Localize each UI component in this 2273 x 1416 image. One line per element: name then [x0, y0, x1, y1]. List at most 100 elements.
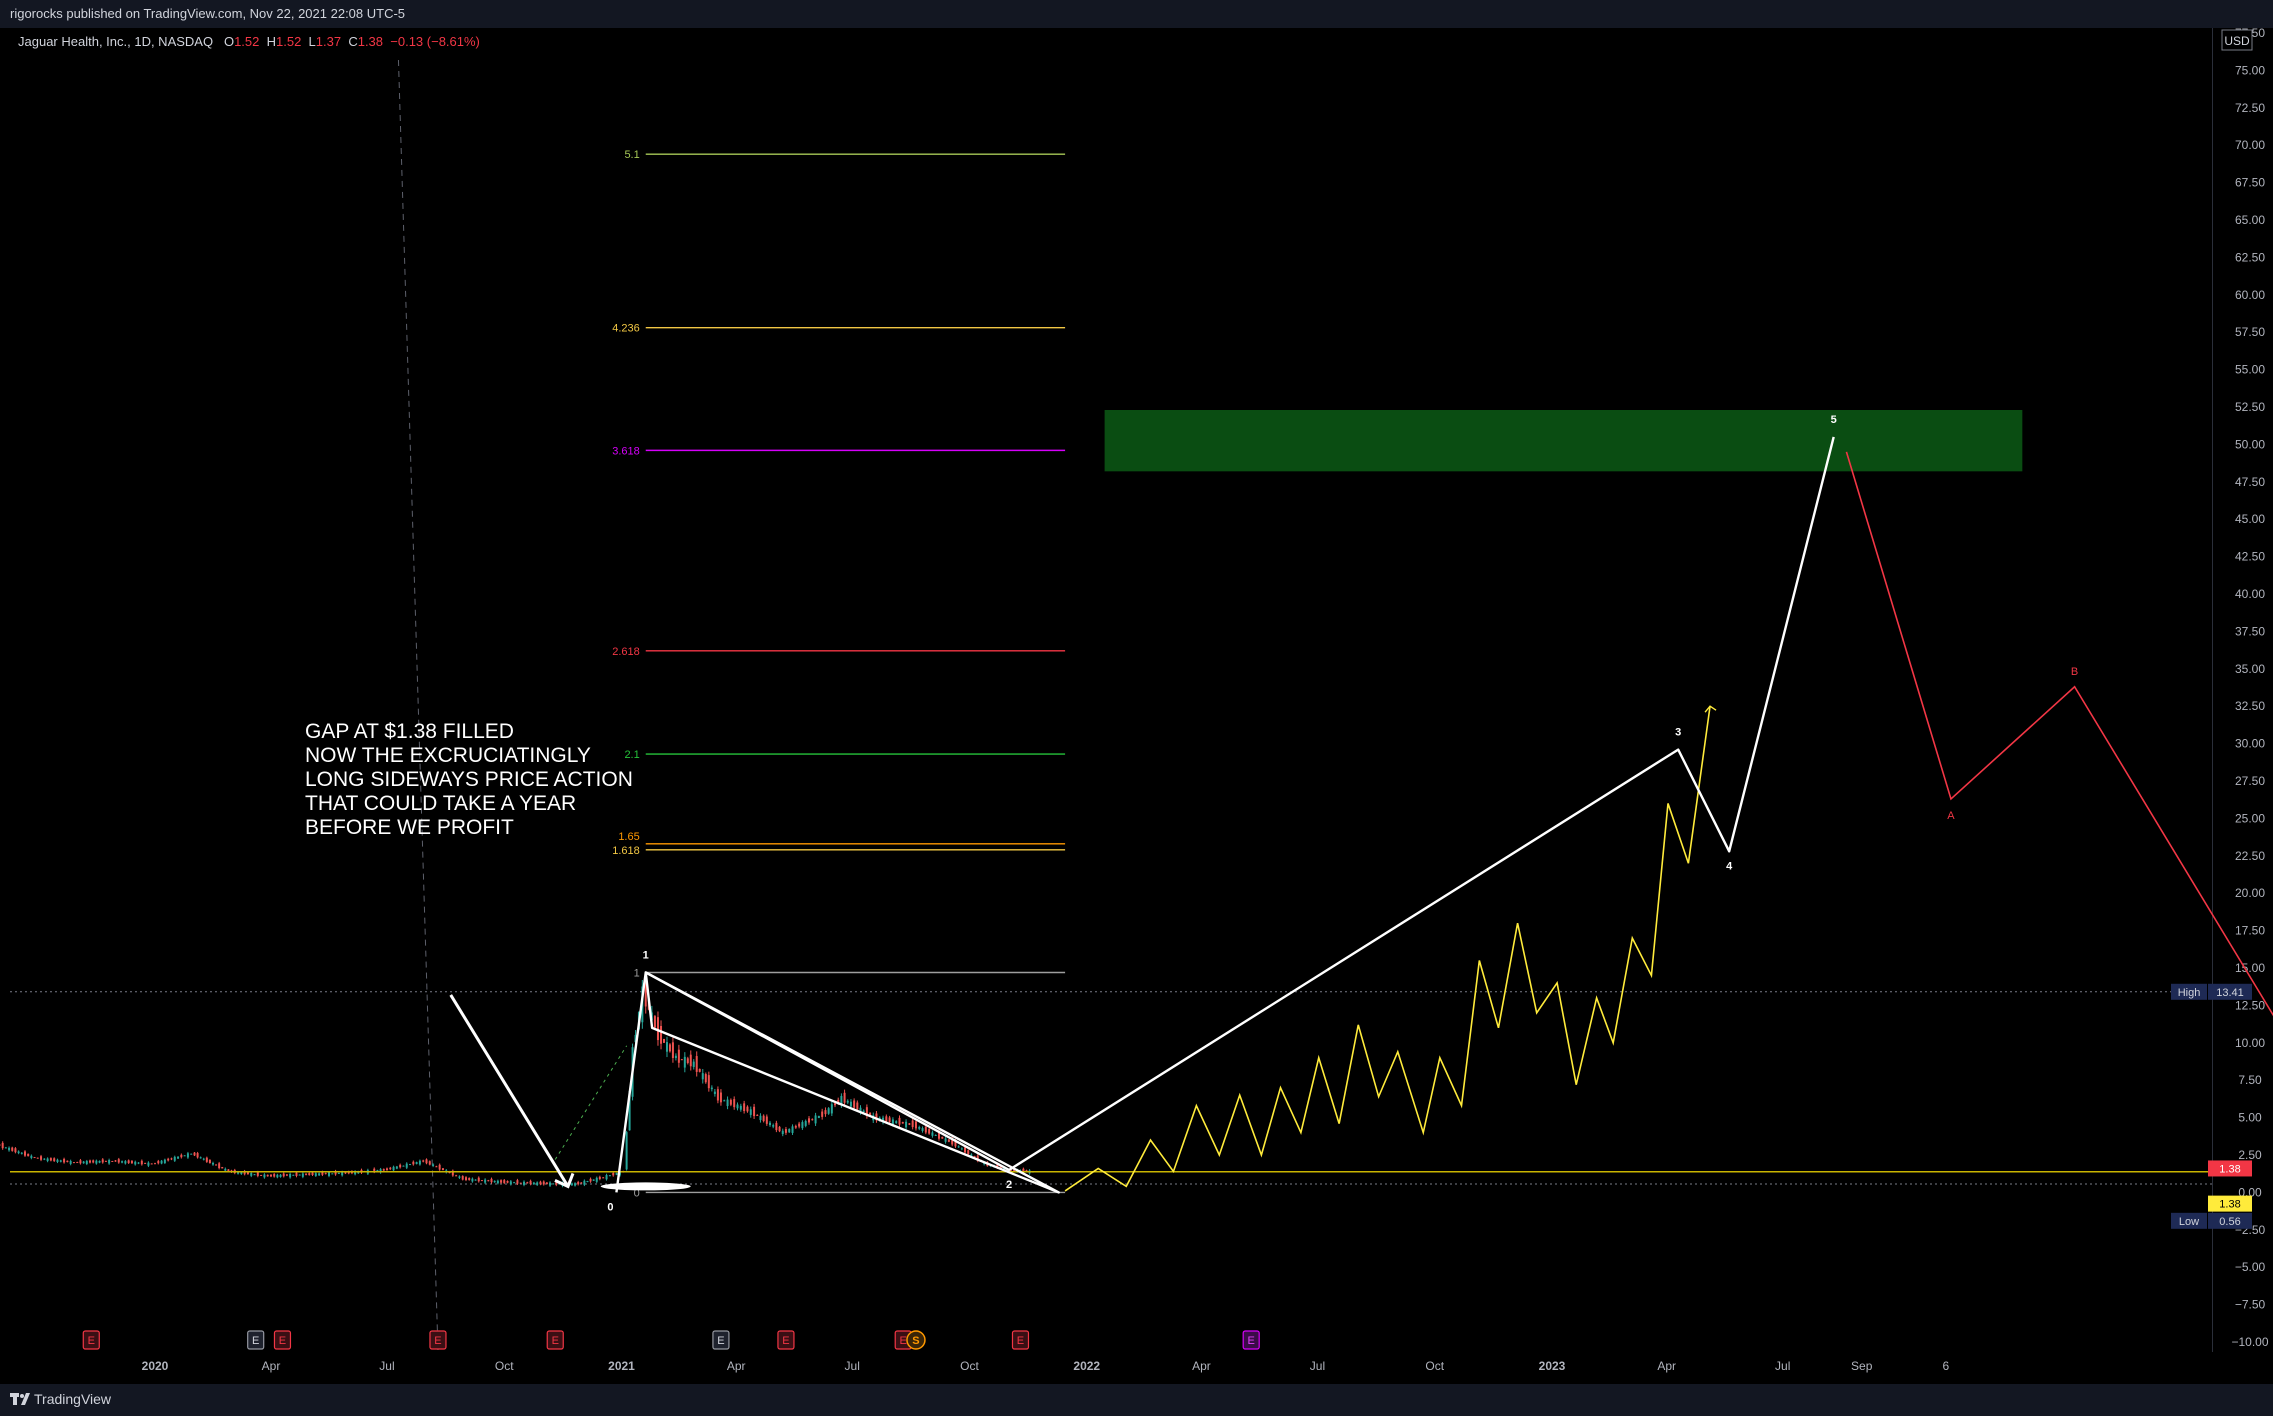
candle-body	[344, 1172, 347, 1174]
price-tick-label: 2.50	[2238, 1148, 2262, 1162]
candle-body	[729, 1099, 732, 1105]
candle-body	[824, 1110, 827, 1115]
candle-body	[190, 1153, 193, 1155]
candle-body	[967, 1150, 970, 1155]
candle-body	[98, 1160, 101, 1163]
candle-body	[542, 1181, 545, 1185]
candle-body	[701, 1073, 704, 1080]
candle-body	[552, 1183, 555, 1185]
candle-body	[726, 1099, 729, 1107]
earnings-event-icon	[712, 1330, 730, 1350]
candle-body	[167, 1158, 170, 1161]
candle-body	[532, 1182, 535, 1185]
tradingview-logo-icon	[10, 1393, 30, 1405]
candle-body	[788, 1128, 791, 1133]
low-value: 1.37	[315, 34, 342, 49]
candle-body	[438, 1164, 441, 1170]
candle-body	[493, 1180, 496, 1183]
candle-body	[814, 1115, 817, 1124]
candle-body	[840, 1095, 843, 1106]
candle-body	[196, 1153, 199, 1158]
candle-body	[211, 1162, 214, 1165]
candle-body	[707, 1075, 710, 1089]
candle-body	[947, 1139, 950, 1142]
candle-body	[713, 1091, 716, 1094]
candle-body	[608, 1175, 611, 1177]
wave-label: 5	[1831, 414, 1837, 426]
candle-body	[157, 1161, 160, 1164]
candle-body	[938, 1132, 941, 1139]
close-value: 1.38	[357, 34, 384, 49]
wave-label: 2	[1006, 1179, 1012, 1191]
candle-body	[821, 1111, 824, 1117]
publish-header: rigorocks published on TradingView.com, …	[0, 0, 2273, 28]
annotation-text-line: BEFORE WE PROFIT	[305, 816, 514, 839]
candle-body	[311, 1172, 314, 1176]
candle-body	[240, 1172, 243, 1175]
projection-arrow-icon	[1704, 705, 1717, 713]
candle-body	[301, 1173, 304, 1177]
candle-body	[1022, 1168, 1025, 1172]
price-tick-label: 67.50	[2235, 176, 2265, 190]
candle-body	[418, 1160, 421, 1165]
projection-path	[1064, 706, 1711, 1192]
time-tick-label: Oct	[960, 1359, 979, 1373]
candle-body	[615, 1173, 618, 1175]
candle-body	[27, 1153, 30, 1157]
candle-body	[976, 1155, 979, 1161]
candle-body	[513, 1182, 516, 1184]
candle-body	[273, 1174, 276, 1177]
currency-label: USD	[2224, 34, 2250, 48]
candle-body	[4, 1147, 7, 1149]
candle-body	[801, 1122, 804, 1129]
candle-body	[354, 1171, 357, 1175]
guide-line	[554, 1045, 628, 1160]
candle-body	[960, 1148, 963, 1150]
candle-body	[506, 1181, 509, 1183]
symbol-title: Jaguar Health, Inc., 1D, NASDAQ	[18, 34, 214, 49]
chart-pane[interactable]	[10, 28, 2213, 1354]
footer-bar: TradingView	[0, 1384, 2273, 1416]
candle-body	[193, 1152, 196, 1156]
candle-body	[625, 1132, 628, 1170]
candle-body	[951, 1138, 954, 1145]
price-tick-label: 30.00	[2235, 737, 2265, 751]
candle-body	[665, 1042, 668, 1052]
candle-body	[586, 1181, 589, 1183]
price-tick-label: 25.00	[2235, 811, 2265, 825]
candle-body	[804, 1120, 807, 1126]
candle-body	[736, 1104, 739, 1109]
candle-body	[853, 1100, 856, 1108]
publish-info: rigorocks published on TradingView.com, …	[10, 6, 406, 21]
candle-body	[327, 1172, 330, 1176]
time-tick-label: Jul	[379, 1359, 394, 1373]
candle-body	[186, 1153, 189, 1158]
candle-body	[8, 1147, 11, 1151]
candle-body	[781, 1130, 784, 1135]
candle-body	[147, 1162, 150, 1166]
candle-body	[862, 1110, 865, 1113]
candle-body	[570, 1183, 573, 1186]
time-tick-label: 2021	[608, 1359, 635, 1373]
candle-body	[671, 1042, 674, 1058]
candle-body	[76, 1162, 79, 1164]
correction-path	[1845, 451, 2273, 1017]
candle-body	[292, 1174, 295, 1176]
candle-body	[791, 1126, 794, 1133]
candle-body	[402, 1165, 405, 1167]
candle-body	[644, 980, 647, 1007]
candle-body	[256, 1172, 259, 1176]
price-tick-label: 5.00	[2238, 1111, 2262, 1125]
candle-body	[266, 1174, 269, 1177]
candle-body	[180, 1154, 183, 1158]
candle-body	[441, 1168, 444, 1171]
price-tick-label: 22.50	[2235, 849, 2265, 863]
candle-body	[82, 1161, 85, 1164]
price-tick-label: 57.50	[2235, 325, 2265, 339]
price-tick-label: 20.00	[2235, 886, 2265, 900]
candle-body	[484, 1179, 487, 1183]
wave-label: 1	[643, 949, 649, 961]
price-candles	[0, 973, 1034, 1188]
candle-body	[101, 1159, 104, 1163]
